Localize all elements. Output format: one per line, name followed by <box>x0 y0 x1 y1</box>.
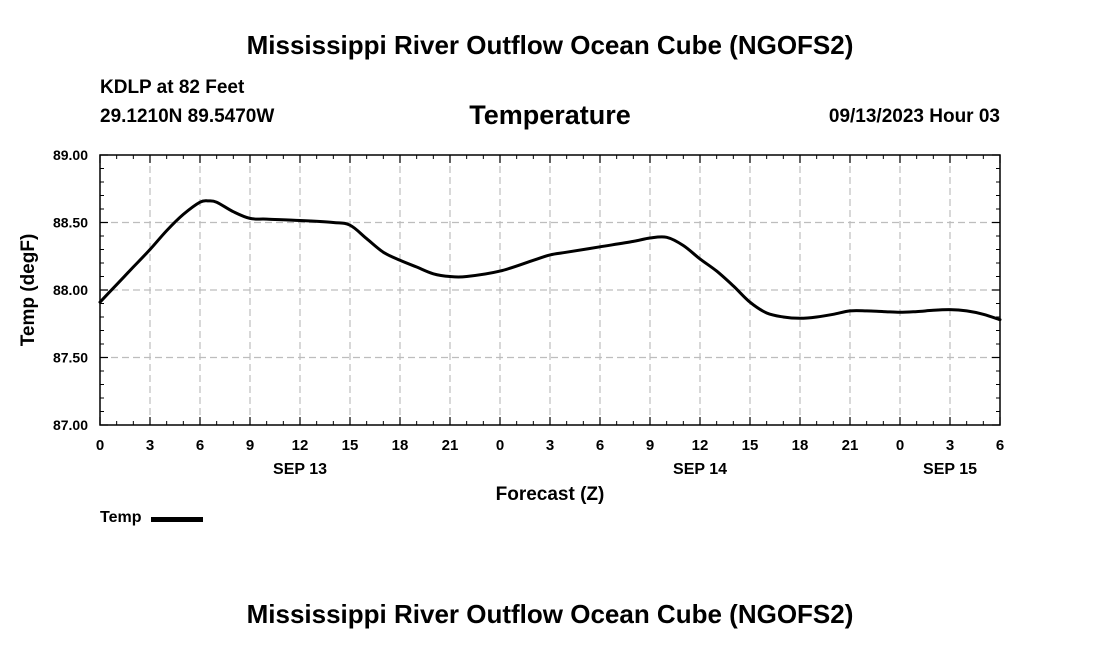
x-tick-label: 0 <box>96 437 104 454</box>
coordinates-label: 29.1210N 89.5470W <box>100 106 275 127</box>
y-tick-label: 87.50 <box>53 350 88 366</box>
x-tick-label: 0 <box>496 437 504 454</box>
footer-title: Mississippi River Outflow Ocean Cube (NG… <box>246 599 854 629</box>
chart-title: Mississippi River Outflow Ocean Cube (NG… <box>246 30 854 60</box>
x-tick-label: 21 <box>842 437 859 454</box>
x-tick-label: 3 <box>146 437 154 454</box>
date-label: SEP 13 <box>273 461 327 478</box>
date-label: SEP 15 <box>923 461 977 478</box>
y-tick-label: 87.00 <box>53 417 88 433</box>
y-tick-label: 89.00 <box>53 147 88 163</box>
x-tick-label: 6 <box>996 437 1004 454</box>
station-label: KDLP at 82 Feet <box>100 77 245 98</box>
x-tick-label: 6 <box>196 437 204 454</box>
x-axis-label: Forecast (Z) <box>496 484 605 505</box>
x-tick-label: 3 <box>546 437 554 454</box>
x-tick-label: 15 <box>742 437 759 454</box>
temp-series-line <box>98 199 1002 322</box>
x-tick-label: 18 <box>392 437 409 454</box>
grid <box>100 155 1000 425</box>
x-tick-label: 15 <box>342 437 359 454</box>
y-tick-label: 88.50 <box>53 215 88 231</box>
legend-swatch <box>151 516 204 522</box>
y-axis-label: Temp (degF) <box>18 234 39 347</box>
variable-title: Temperature <box>469 100 631 130</box>
legend-label: Temp <box>100 509 142 526</box>
x-tick-label: 0 <box>896 437 904 454</box>
forecast-datetime: 09/13/2023 Hour 03 <box>828 106 1000 127</box>
x-tick-label: 21 <box>442 437 459 454</box>
x-tick-label: 6 <box>596 437 604 454</box>
x-tick-label: 9 <box>246 437 254 454</box>
x-tick-label: 12 <box>292 437 309 454</box>
x-tick-label: 3 <box>946 437 954 454</box>
x-tick-label: 12 <box>692 437 709 454</box>
x-tick-label: 18 <box>792 437 809 454</box>
x-tick-label: 9 <box>646 437 654 454</box>
axis-tick-labels: 0 3 6 9 12 15 18 21 0 3 6 9 12 15 18 21 0 3 6 87.00 87.50 88.… <box>53 147 1004 478</box>
date-label: SEP 14 <box>673 461 727 478</box>
axis-ticks <box>99 154 1001 426</box>
y-tick-label: 88.00 <box>53 282 88 298</box>
legend: Temp <box>100 509 204 527</box>
